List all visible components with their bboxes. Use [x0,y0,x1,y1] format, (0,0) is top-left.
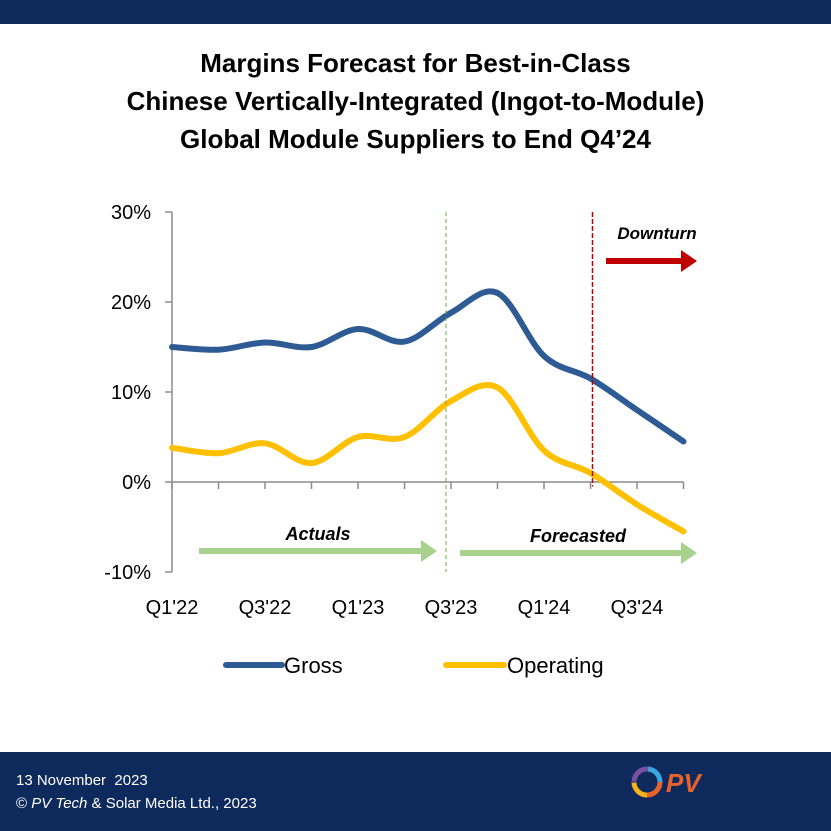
series-line-operating [169,381,687,535]
chart-title: Margins Forecast for Best-in-Class Chine… [0,44,831,158]
title-line-1: Margins Forecast for Best-in-Class [200,48,631,78]
chart-axes: -10% 0% 10% 20% 30% Q1'22 Q3'22 Q1'23 Q3'23 Q1'24… [104,202,685,619]
series-line-gross [169,288,687,445]
chart-series [169,288,687,535]
downturn-label: Downturn [617,224,696,243]
x-tick-label: Q3'23 [425,597,478,619]
chart-legend: Gross Operating [223,653,604,678]
legend-label-gross: Gross [284,653,343,678]
x-tick-label: Q1'24 [518,597,571,619]
top-banner [0,0,831,24]
actuals-arrow [199,540,437,562]
y-tick-label: 30% [111,202,151,224]
title-line-3: Global Module Suppliers to End Q4’24 [180,124,651,154]
y-tick-label: 20% [111,292,151,314]
y-tick-label: 10% [111,382,151,404]
footer-date: 13 November 2023 [16,772,148,789]
actuals-label: Actuals [284,524,350,544]
x-tick-label: Q1'23 [332,597,385,619]
svg-text:PV: PV [666,768,703,798]
title-line-2: Chinese Vertically-Integrated (Ingot-to-… [126,86,705,116]
footer-copyright: © PV Tech & Solar Media Ltd., 2023 [16,795,257,812]
footer-rest: & Solar Media Ltd., 2023 [87,795,257,812]
footer-banner [0,752,831,831]
forecasted-arrow-head [681,542,697,564]
downturn-arrow-head [681,250,697,272]
copyright-symbol: © [16,795,28,812]
chart-annotations: Actuals Forecasted Downturn [199,212,697,572]
y-tick-label: 0% [122,472,151,494]
margins-line-chart: -10% 0% 10% 20% 30% Q1'22 Q3'22 Q1'23 Q3'23 Q1'24… [104,202,697,678]
pv-tech-logo: PV [631,766,703,798]
x-tick-label: Q3'24 [611,597,664,619]
forecasted-arrow [460,542,697,564]
actuals-arrow-head [421,540,437,562]
y-tick-label: -10% [104,562,151,584]
downturn-arrow [606,250,697,272]
forecasted-label: Forecasted [530,526,627,546]
x-tick-label: Q3'22 [239,597,292,619]
legend-label-operating: Operating [507,653,604,678]
x-tick-label: Q1'22 [146,597,199,619]
footer-brand: PV Tech [31,795,88,812]
